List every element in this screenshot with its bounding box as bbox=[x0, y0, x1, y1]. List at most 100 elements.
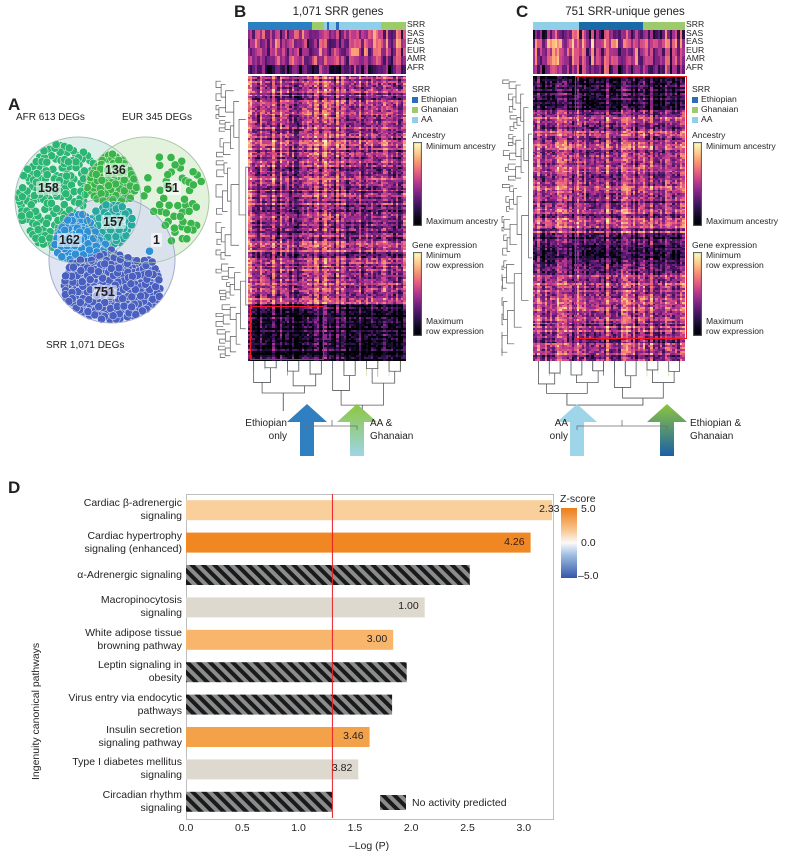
legend-expr-min-line2-b: row expression bbox=[426, 259, 484, 270]
venn-diagram: AFR 613 DEGs EUR 345 DEGs SRR 1,071 DEGs… bbox=[0, 108, 230, 358]
x-tick-label: 0.5 bbox=[234, 822, 250, 834]
legend-item-aa-c: AA bbox=[692, 114, 797, 124]
x-tick-label: 0.0 bbox=[178, 822, 194, 834]
panel-b-highlight-box bbox=[250, 306, 324, 360]
swatch-ghanaian-c bbox=[692, 106, 698, 113]
panel-c-heatmap bbox=[533, 76, 685, 361]
cc-left-l2: only bbox=[549, 431, 568, 442]
legend-ancestry-title-b: Ancestry bbox=[412, 130, 446, 140]
legend-label-aa: AA bbox=[421, 114, 433, 124]
legend-expr-max-line1-b: Maximum bbox=[426, 316, 464, 326]
pathway-category-label: Cardiac hypertrophy signaling (enhanced) bbox=[84, 529, 182, 555]
cb-right-l2: Ghanaian bbox=[370, 431, 414, 442]
legend-ancestry-colorbar-b bbox=[413, 142, 422, 226]
pathway-category-label: Circadian rhythm signaling bbox=[102, 788, 182, 814]
legend-item-ghanaian-c: Ghanaian bbox=[692, 104, 797, 114]
x-tick-label: 1.5 bbox=[347, 822, 363, 834]
pathway-bar bbox=[186, 727, 370, 747]
legend-label-ethiopian: Ethiopian bbox=[421, 94, 457, 104]
row-label-sas: SAS bbox=[407, 27, 425, 38]
legend-ancestry-max-c: Maximum ancestry bbox=[706, 216, 779, 226]
pathway-bar bbox=[186, 629, 394, 650]
legend-ancestry-min-c: Minimum ancestry bbox=[706, 141, 776, 151]
legend-expr-max-b: Maximum row expression bbox=[426, 316, 484, 336]
panel-c-label-aa-only: AA only bbox=[520, 417, 568, 443]
legend-expression-colorbar-b bbox=[413, 252, 422, 336]
cc-right-l1: Ethiopian & bbox=[690, 418, 742, 429]
legend-expr-min-line1-b: Minimum bbox=[426, 250, 461, 260]
pathway-bars-svg bbox=[186, 494, 552, 818]
row-label-eas: EAS bbox=[407, 36, 425, 47]
x-tick-label: 1.0 bbox=[291, 822, 306, 834]
panel-b-heatmap bbox=[248, 76, 406, 361]
venn-count-eur-srr: 1 bbox=[151, 233, 162, 247]
panel-c-label-ethiopian-ghanaian: Ethiopian & Ghanaian bbox=[690, 417, 741, 443]
venn-count-afr-srr: 162 bbox=[57, 233, 82, 247]
row-label-eas-c: EAS bbox=[686, 36, 704, 47]
legend-label-ethiopian-c: Ethiopian bbox=[701, 94, 737, 104]
venn-count-eur-only: 51 bbox=[163, 181, 181, 195]
zscore-legend-title: Z-score bbox=[560, 493, 596, 505]
x-tick-label: 3.0 bbox=[516, 822, 532, 834]
panel-a-letter: A bbox=[8, 95, 21, 114]
panel-b-legend: SRR Ethiopian Ghanaian AA bbox=[412, 84, 522, 124]
panel-c-highlight-box bbox=[575, 76, 687, 339]
legend-srr-title-c: SRR bbox=[692, 84, 711, 94]
row-label-sas-c: SAS bbox=[686, 27, 704, 38]
pathway-category-labels: Cardiac β-adrenergic signaling Cardiac hyp… bbox=[40, 494, 184, 818]
pathway-bar bbox=[186, 500, 552, 521]
cb-right-l1: AA & bbox=[370, 418, 393, 429]
legend-label-ghanaian-c: Ghanaian bbox=[701, 104, 739, 114]
row-label-afr: AFR bbox=[407, 61, 425, 72]
panel-c-ancestry-annotation bbox=[533, 22, 685, 74]
cb-left-l1: Ethiopian bbox=[245, 418, 287, 429]
row-label-eur: EUR bbox=[407, 44, 426, 55]
zscore-min-label: –5.0 bbox=[578, 570, 599, 582]
legend-item-ethiopian: Ethiopian bbox=[412, 94, 522, 104]
row-label-eur-c: EUR bbox=[686, 44, 705, 55]
legend-expr-min-line2-c: row expression bbox=[706, 259, 764, 270]
legend-srr-title: SRR bbox=[412, 84, 431, 94]
panel-b-col-dendrogram bbox=[253, 361, 401, 411]
row-label-amr: AMR bbox=[407, 53, 427, 64]
row-label-amr-c: AMR bbox=[686, 53, 706, 64]
pathway-category-label: α-Adrenergic signaling bbox=[77, 568, 182, 581]
panel-b-cluster-arrows bbox=[287, 404, 377, 456]
legend-item-ethiopian-c: Ethiopian bbox=[692, 94, 797, 104]
pathway-bar bbox=[186, 532, 531, 553]
no-activity-swatch bbox=[380, 795, 406, 810]
pathway-category-label: White adipose tissue browning pathway bbox=[85, 626, 182, 652]
pathway-bar bbox=[186, 565, 470, 585]
panel-b-row-dendrogram bbox=[215, 80, 249, 358]
legend-expression-colorbar-c bbox=[693, 252, 702, 336]
pathway-category-label: Type I diabetes mellitus signaling bbox=[72, 756, 182, 782]
row-label-srr-c: SRR bbox=[686, 19, 705, 29]
panel-b-label-ethiopian-only: Ethiopian only bbox=[231, 417, 287, 443]
pathway-x-axis-label: –Log (P) bbox=[348, 840, 390, 852]
legend-expr-min-c: Minimum row expression bbox=[706, 250, 764, 270]
zscore-mid-label: 0.0 bbox=[581, 537, 596, 549]
legend-ancestry-max-b: Maximum ancestry bbox=[426, 216, 499, 226]
venn-count-afr-only: 158 bbox=[36, 181, 61, 195]
venn-label-eur: EUR 345 DEGs bbox=[122, 112, 193, 123]
zscore-colorbar bbox=[561, 508, 577, 578]
swatch-aa bbox=[412, 116, 418, 123]
no-activity-legend-label: No activity predicted bbox=[412, 796, 507, 809]
swatch-ethiopian-c bbox=[692, 96, 698, 103]
panel-c-legend: SRR Ethiopian Ghanaian AA bbox=[692, 84, 797, 124]
pathway-bar bbox=[186, 662, 407, 683]
panel-c-cluster-arrows bbox=[557, 404, 687, 456]
pathway-category-label: Cardiac β-adrenergic signaling bbox=[83, 497, 182, 523]
pathway-bar bbox=[186, 597, 425, 618]
legend-expr-max-line2-b: row expression bbox=[426, 325, 484, 336]
legend-item-aa: AA bbox=[412, 114, 522, 124]
venn-count-afr-eur-srr: 157 bbox=[101, 215, 126, 229]
cc-left-l1: AA bbox=[554, 418, 568, 429]
legend-expr-title-c: Gene expression bbox=[692, 240, 757, 250]
cc-right-l2: Ghanaian bbox=[690, 431, 734, 442]
legend-ancestry-title-c: Ancestry bbox=[692, 130, 726, 140]
zscore-max-label: 5.0 bbox=[581, 503, 596, 515]
swatch-aa-c bbox=[692, 116, 698, 123]
pathway-bar bbox=[186, 791, 333, 812]
panel-c-col-dendrogram bbox=[538, 361, 680, 406]
